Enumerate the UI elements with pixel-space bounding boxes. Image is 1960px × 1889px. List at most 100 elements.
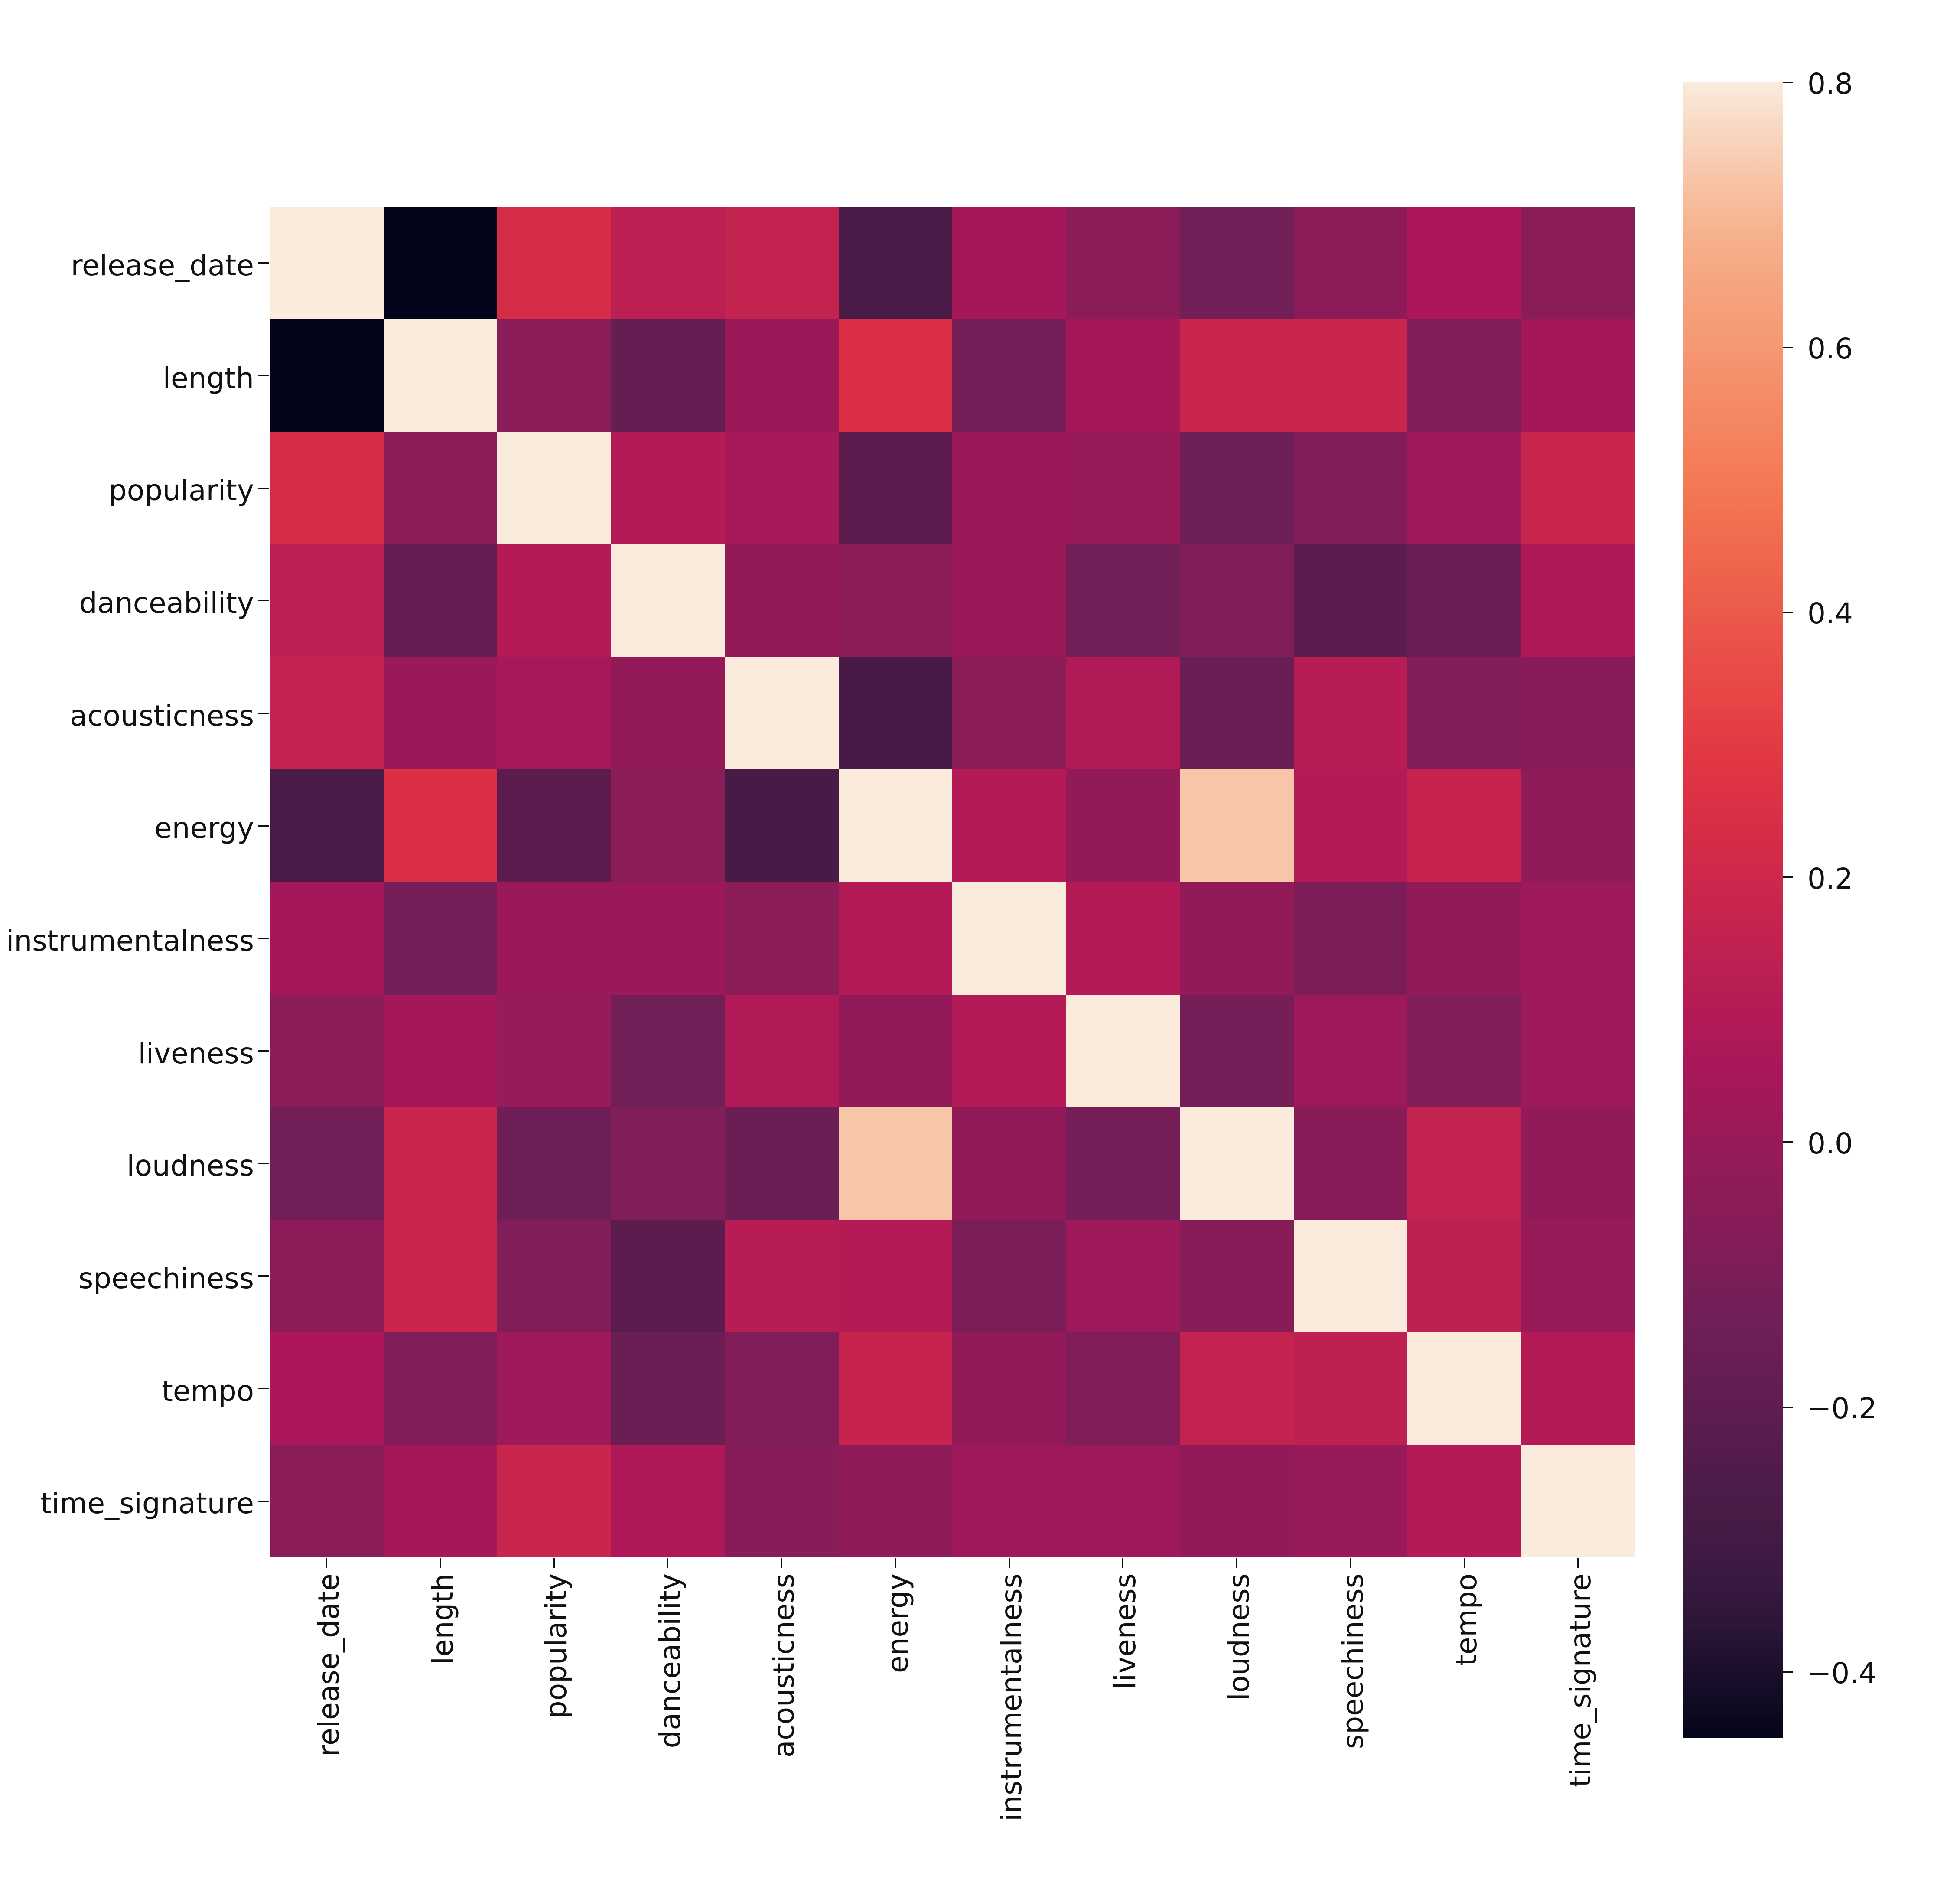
- heatmap-cell-tempo-release_date: [270, 1332, 384, 1445]
- heatmap-cell-tempo-time_signature: [1521, 1332, 1635, 1445]
- heatmap-cell-acousticness-loudness: [1180, 657, 1294, 770]
- heatmap-cell-popularity-loudness: [1180, 432, 1294, 544]
- heatmap-matrix: [270, 207, 1635, 1557]
- y-tick-label-energy: energy: [154, 811, 254, 845]
- heatmap-cell-speechiness-energy: [838, 1219, 952, 1332]
- heatmap-cell-acousticness-liveness: [1066, 657, 1180, 770]
- heatmap-cell-popularity-energy: [838, 432, 952, 544]
- heatmap-cell-instrumentalness-length: [383, 882, 497, 995]
- heatmap-cell-speechiness-length: [383, 1219, 497, 1332]
- heatmap-cell-time_signature-acousticness: [725, 1445, 839, 1557]
- x-tick-mark: [326, 1558, 327, 1568]
- x-tick-mark: [667, 1558, 669, 1568]
- heatmap-cell-liveness-danceability: [611, 994, 725, 1107]
- heatmap-cell-instrumentalness-popularity: [497, 882, 611, 995]
- y-tick-mark: [258, 375, 269, 376]
- heatmap-cell-acousticness-instrumentalness: [952, 657, 1066, 770]
- heatmap-cell-loudness-energy: [838, 1107, 952, 1220]
- heatmap-cell-loudness-instrumentalness: [952, 1107, 1066, 1220]
- heatmap-cell-instrumentalness-loudness: [1180, 882, 1294, 995]
- x-tick-label-text: energy: [881, 1573, 915, 1673]
- heatmap-cell-tempo-popularity: [497, 1332, 611, 1445]
- heatmap-cell-loudness-danceability: [611, 1107, 725, 1220]
- heatmap-cell-speechiness-liveness: [1066, 1219, 1180, 1332]
- heatmap-cell-time_signature-speechiness: [1293, 1445, 1407, 1557]
- x-tick-label-text: instrumentalness: [995, 1573, 1029, 1821]
- colorbar-tick-mark: [1783, 1671, 1793, 1673]
- heatmap-cell-energy-liveness: [1066, 769, 1180, 882]
- heatmap-cell-danceability-release_date: [270, 544, 384, 657]
- x-tick-mark: [781, 1558, 782, 1568]
- x-tick-label-text: acousticness: [767, 1573, 801, 1758]
- heatmap-cell-length-popularity: [497, 319, 611, 432]
- heatmap-cell-loudness-loudness: [1180, 1107, 1294, 1220]
- x-tick-label-text: loudness: [1222, 1573, 1256, 1701]
- colorbar-tick-label: 0.0: [1807, 1127, 1853, 1160]
- y-tick-label-acousticness: acousticness: [69, 699, 254, 733]
- x-tick-label-text: length: [426, 1573, 459, 1665]
- heatmap-cell-length-tempo: [1407, 319, 1521, 432]
- heatmap-cell-release_date-energy: [838, 207, 952, 319]
- colorbar-tick-label: 0.4: [1807, 597, 1853, 631]
- y-tick-label-danceability: danceability: [79, 586, 254, 620]
- x-tick-label-text: time_signature: [1563, 1573, 1597, 1788]
- heatmap-cell-release_date-liveness: [1066, 207, 1180, 319]
- heatmap-cell-danceability-energy: [838, 544, 952, 657]
- x-tick-mark: [1236, 1558, 1237, 1568]
- heatmap-cell-instrumentalness-energy: [838, 882, 952, 995]
- y-tick-mark: [258, 262, 269, 264]
- y-tick-mark: [258, 713, 269, 714]
- heatmap-cell-danceability-tempo: [1407, 544, 1521, 657]
- heatmap-cell-energy-loudness: [1180, 769, 1294, 882]
- heatmap-cell-speechiness-tempo: [1407, 1219, 1521, 1332]
- heatmap-cell-release_date-acousticness: [725, 207, 839, 319]
- heatmap-cell-loudness-time_signature: [1521, 1107, 1635, 1220]
- y-tick-label-instrumentalness: instrumentalness: [6, 924, 254, 958]
- heatmap-cell-energy-instrumentalness: [952, 769, 1066, 882]
- x-tick-label-text: popularity: [540, 1573, 573, 1719]
- heatmap-cell-instrumentalness-speechiness: [1293, 882, 1407, 995]
- heatmap-cell-liveness-energy: [838, 994, 952, 1107]
- y-tick-label-speechiness: speechiness: [78, 1261, 254, 1295]
- heatmap-cell-popularity-popularity: [497, 432, 611, 544]
- heatmap-cell-length-length: [383, 319, 497, 432]
- heatmap-cell-release_date-loudness: [1180, 207, 1294, 319]
- heatmap-cell-time_signature-energy: [838, 1445, 952, 1557]
- x-tick-mark: [1008, 1558, 1010, 1568]
- heatmap-cell-length-loudness: [1180, 319, 1294, 432]
- heatmap-cell-liveness-instrumentalness: [952, 994, 1066, 1107]
- heatmap-cell-length-release_date: [270, 319, 384, 432]
- colorbar-tick-label: 0.6: [1807, 332, 1853, 366]
- heatmap-cell-speechiness-speechiness: [1293, 1219, 1407, 1332]
- heatmap-cell-length-acousticness: [725, 319, 839, 432]
- heatmap-cell-loudness-release_date: [270, 1107, 384, 1220]
- heatmap-cell-popularity-release_date: [270, 432, 384, 544]
- heatmap-cell-danceability-liveness: [1066, 544, 1180, 657]
- colorbar-tick-label: 0.2: [1807, 862, 1853, 896]
- colorbar-tick-label: −0.2: [1807, 1392, 1877, 1425]
- y-tick-mark: [258, 825, 269, 827]
- heatmap-cell-tempo-length: [383, 1332, 497, 1445]
- colorbar-tick-mark: [1783, 876, 1793, 878]
- heatmap-cell-acousticness-length: [383, 657, 497, 770]
- heatmap-cell-acousticness-popularity: [497, 657, 611, 770]
- heatmap-cell-energy-popularity: [497, 769, 611, 882]
- heatmap-cell-time_signature-liveness: [1066, 1445, 1180, 1557]
- heatmap-cell-time_signature-length: [383, 1445, 497, 1557]
- heatmap-cell-liveness-tempo: [1407, 994, 1521, 1107]
- x-tick-mark: [1577, 1558, 1579, 1568]
- y-tick-label-time_signature: time_signature: [40, 1487, 254, 1521]
- colorbar-tick-mark: [1783, 1141, 1793, 1143]
- heatmap-cell-instrumentalness-release_date: [270, 882, 384, 995]
- y-tick-label-loudness: loudness: [127, 1149, 254, 1183]
- heatmap-cell-popularity-danceability: [611, 432, 725, 544]
- y-tick-label-tempo: tempo: [161, 1374, 254, 1408]
- heatmap-cell-liveness-popularity: [497, 994, 611, 1107]
- heatmap-cell-release_date-instrumentalness: [952, 207, 1066, 319]
- y-tick-mark: [258, 487, 269, 489]
- heatmap-cell-acousticness-time_signature: [1521, 657, 1635, 770]
- heatmap-cell-speechiness-time_signature: [1521, 1219, 1635, 1332]
- heatmap-cell-instrumentalness-time_signature: [1521, 882, 1635, 995]
- heatmap-cell-release_date-popularity: [497, 207, 611, 319]
